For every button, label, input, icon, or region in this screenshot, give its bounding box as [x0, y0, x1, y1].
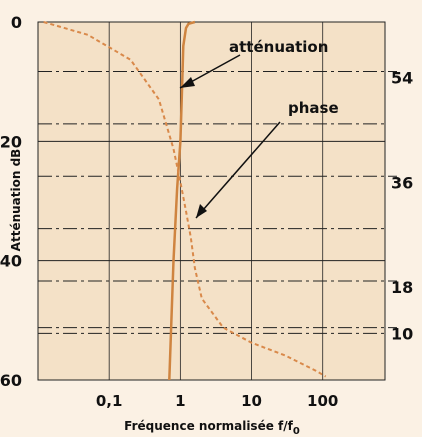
y2-tick-label: 10	[391, 325, 413, 344]
x-axis-title-sub: 0	[293, 426, 300, 437]
arrowhead	[196, 204, 207, 218]
annotation: phase	[288, 99, 339, 117]
x-tick-label: 1	[175, 392, 185, 410]
annotation: atténuation	[229, 38, 328, 56]
x-tick-label: 10	[241, 392, 262, 410]
y-tick-label: 20	[0, 132, 22, 151]
y-axis-title: Atténuation dB	[9, 149, 23, 252]
arrowhead	[180, 77, 195, 88]
x-axis-title-text: Fréquence normalisée f/f	[124, 419, 293, 433]
y-tick-label: 60	[0, 371, 22, 390]
x-tick-label: 100	[307, 392, 338, 410]
annotation-arrow	[195, 121, 281, 219]
series-line	[168, 20, 196, 381]
y-tick-label: 0	[11, 13, 22, 32]
y2-tick-label: 18	[391, 278, 413, 297]
y-tick-label: 40	[0, 252, 22, 271]
x-axis-title: Fréquence normalisée f/f0	[124, 419, 300, 437]
curves	[43, 20, 327, 381]
y2-tick-label: 54	[391, 68, 413, 87]
y2-tick-label: 36	[391, 173, 413, 192]
x-tick-label: 0,1	[96, 392, 123, 410]
grid	[38, 21, 397, 381]
